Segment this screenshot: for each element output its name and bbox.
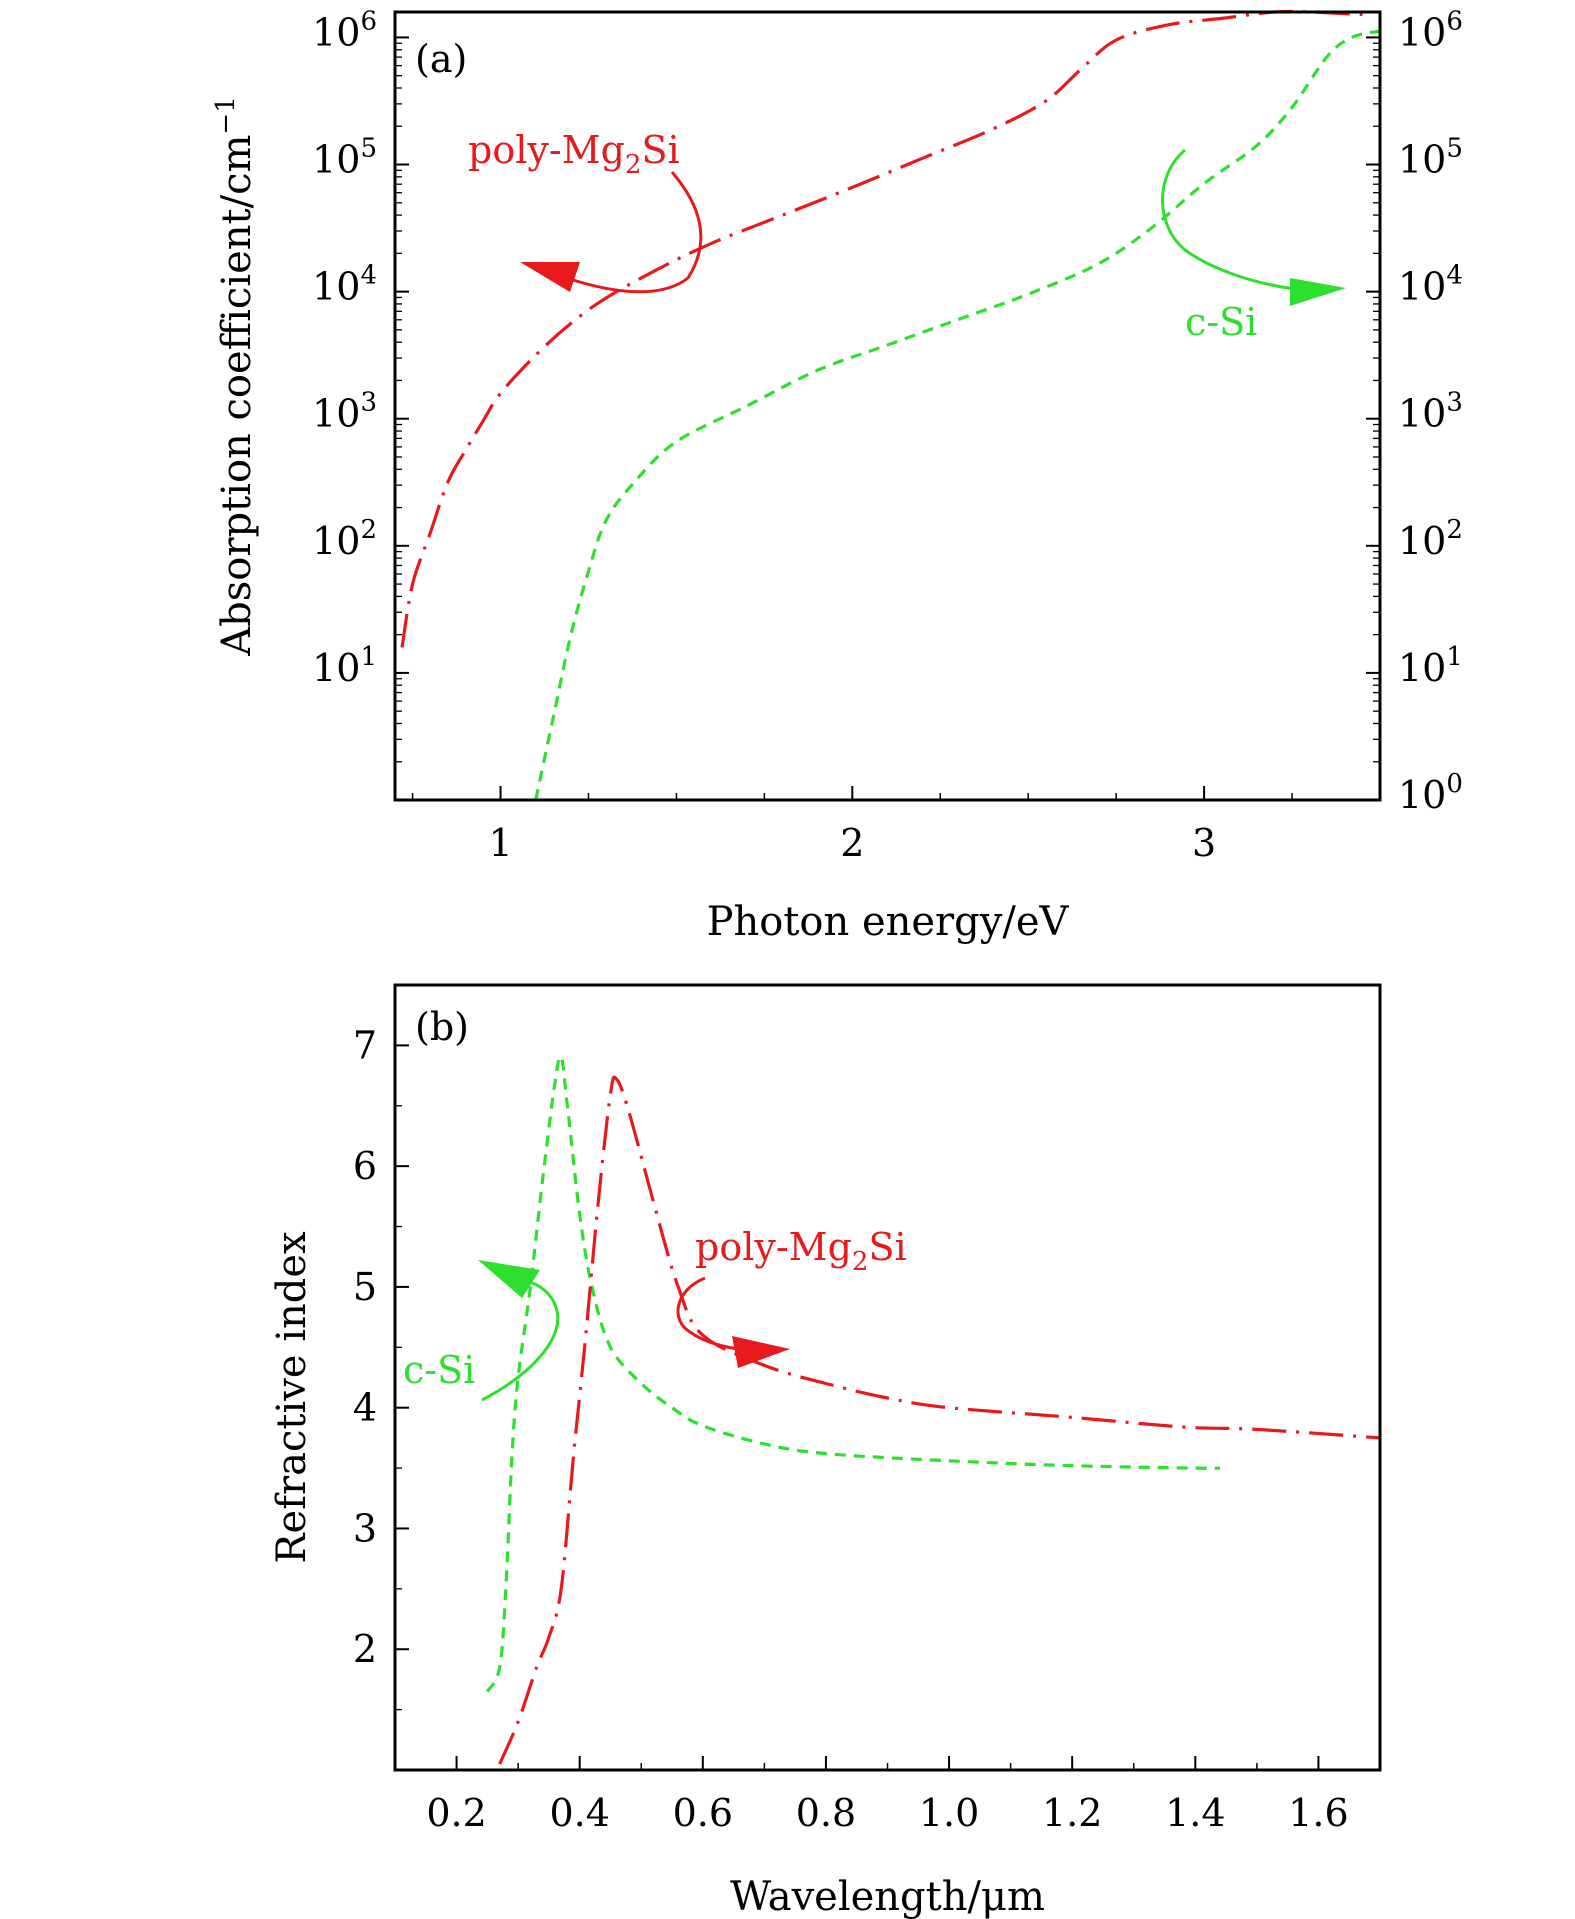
y-tick-label-right: 103 — [1398, 388, 1463, 436]
y-tick-label: 5 — [353, 1265, 377, 1309]
y-tick-exponent: 6 — [360, 6, 377, 36]
y-tick-label-right: 100 — [1398, 769, 1463, 817]
y-tick-label-left: 101 — [312, 642, 377, 690]
series-line-poly-mg2si — [400, 9, 1363, 648]
y-tick-label-left: 106 — [312, 6, 377, 54]
annotation-poly-mg2si: poly-Mg2Si — [468, 128, 680, 180]
panel-b: 0.2 0.4 0.6 0.8 1.0 1.2 1.4 1.6 2 3 4 5 6 7 Wavelength… — [269, 983, 1382, 1919]
y-tick-base: 10 — [1398, 773, 1446, 817]
plot-frame — [393, 10, 1382, 802]
annotation-subscript: 2 — [852, 1247, 869, 1277]
x-tick-label: 1.4 — [1165, 1791, 1225, 1835]
y-tick-base: 10 — [1398, 646, 1446, 690]
y-tick-exponent: 3 — [360, 388, 377, 418]
y-tick-base: 10 — [1398, 265, 1446, 309]
y-tick-exponent: 4 — [1446, 261, 1463, 291]
y-tick-label-right: 105 — [1398, 134, 1463, 182]
x-tick-label: 3 — [1192, 821, 1216, 865]
y-tick-label: 2 — [353, 1627, 377, 1671]
y-tick-label-left: 102 — [312, 515, 377, 563]
y-tick-exponent: 1 — [1446, 642, 1463, 672]
arrow-head-icon — [1290, 278, 1346, 306]
annotation-arrow-curve — [676, 1276, 746, 1352]
y-tick-base: 10 — [312, 265, 360, 309]
series-line-c-si — [485, 1054, 1220, 1693]
y-tick-label: 6 — [353, 1144, 377, 1188]
y-tick-label: 3 — [353, 1506, 377, 1550]
panel-label: (a) — [415, 37, 467, 81]
y-tick-label-right: 106 — [1398, 6, 1463, 54]
y-tick-base: 10 — [312, 646, 360, 690]
x-tick-label: 0.6 — [673, 1791, 733, 1835]
y-tick-label-left: 104 — [312, 261, 377, 309]
annotation-tail: Si — [868, 1225, 906, 1269]
x-tick-label: 0.2 — [426, 1791, 486, 1835]
annotation-arrow-curve — [481, 1280, 560, 1402]
annotation-text: poly-Mg — [468, 128, 625, 172]
y-tick-base: 10 — [312, 10, 360, 54]
y-axis-label: Absorption coefficient/cm−1 — [211, 96, 260, 656]
series-line-poly-mg2si — [498, 1075, 1381, 1765]
annotation-text: poly-Mg — [695, 1225, 852, 1269]
panel-label: (b) — [415, 1005, 469, 1049]
x-tick-label: 1 — [488, 821, 512, 865]
y-tick-base: 10 — [312, 392, 360, 436]
y-tick-exponent: 6 — [1446, 6, 1463, 36]
y-tick-exponent: 0 — [1446, 769, 1463, 799]
x-tick-label: 0.8 — [796, 1791, 856, 1835]
series-line-c-si — [534, 29, 1381, 801]
y-tick-exponent: 4 — [360, 261, 377, 291]
y-tick-exponent: 2 — [1446, 515, 1463, 545]
y-tick-exponent: 1 — [360, 642, 377, 672]
arrow-head-icon — [520, 262, 580, 292]
y-tick-base: 10 — [312, 519, 360, 563]
y-tick-label: 4 — [353, 1386, 377, 1430]
y-tick-exponent: 5 — [360, 134, 377, 164]
x-tick-label: 1.6 — [1288, 1791, 1348, 1835]
x-tick-label: 0.4 — [549, 1791, 609, 1835]
x-axis-label: Photon energy/eV — [707, 899, 1070, 945]
arrow-head-icon — [732, 1336, 790, 1368]
annotation-c-si: c-Si — [403, 1348, 475, 1392]
y-tick-base: 10 — [1398, 10, 1446, 54]
panel-a: 1 2 31011021031041051061001011021031041051… — [211, 6, 1463, 945]
annotation-poly-mg2si: poly-Mg2Si — [695, 1225, 907, 1277]
x-tick-label: 1.0 — [919, 1791, 979, 1835]
y-tick-exponent: 3 — [1446, 388, 1463, 418]
y-axis-label-text: Absorption coefficient/cm — [214, 135, 260, 657]
y-tick-exponent: 5 — [1446, 134, 1463, 164]
y-tick-label-right: 102 — [1398, 515, 1463, 563]
y-tick-base: 10 — [312, 138, 360, 182]
x-tick-label: 1.2 — [1042, 1791, 1102, 1835]
y-tick-label-left: 103 — [312, 388, 377, 436]
y-tick-base: 10 — [1398, 519, 1446, 563]
x-tick-label: 2 — [840, 821, 864, 865]
annotation-tail: Si — [641, 128, 679, 172]
y-tick-label-left: 105 — [312, 134, 377, 182]
annotation-arrow-curve — [1161, 148, 1296, 291]
annotation-c-si: c-Si — [1185, 300, 1257, 344]
y-axis-label: Refractive index — [269, 1231, 315, 1564]
y-tick-exponent: 2 — [360, 515, 377, 545]
y-tick-base: 10 — [1398, 138, 1446, 182]
y-tick-label: 7 — [353, 1023, 377, 1067]
y-axis-label-superscript: −1 — [211, 96, 241, 134]
arrow-head-icon — [478, 1260, 540, 1298]
annotation-arrow-curve — [569, 171, 703, 294]
x-axis-label: Wavelength/μm — [730, 1874, 1045, 1919]
y-tick-label-right: 101 — [1398, 642, 1463, 690]
annotation-subscript: 2 — [625, 150, 642, 180]
y-tick-label-right: 104 — [1398, 261, 1463, 309]
y-tick-base: 10 — [1398, 392, 1446, 436]
